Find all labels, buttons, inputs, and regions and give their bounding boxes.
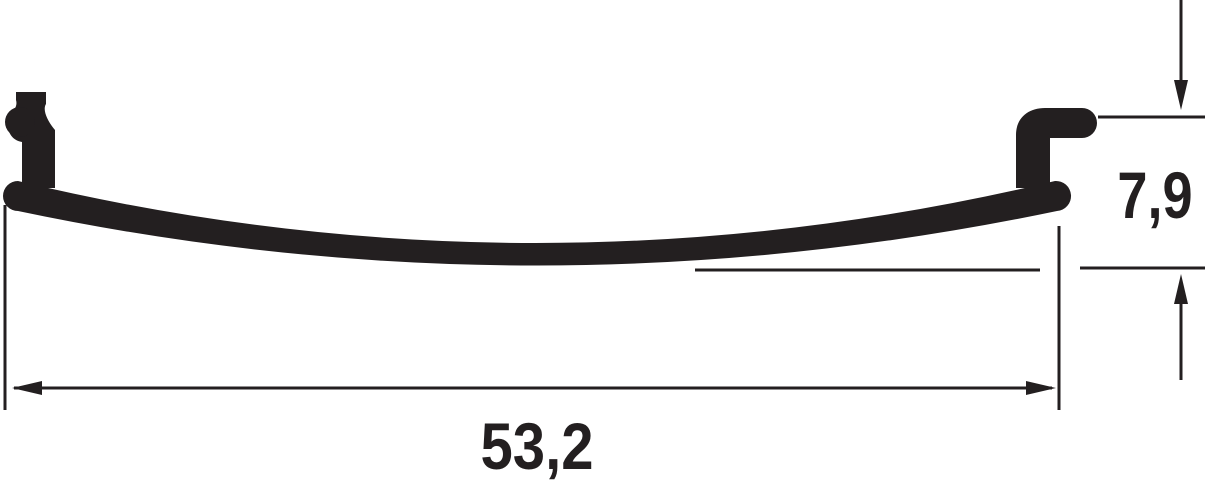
width-arrow-left — [12, 381, 42, 395]
height-arrow-top — [1174, 80, 1188, 110]
width-dimension — [3, 205, 1061, 410]
curved-base — [3, 180, 1072, 266]
profile-cross-section — [3, 92, 1097, 266]
left-clip-leg — [8, 92, 55, 188]
height-dimension — [695, 0, 1205, 380]
width-label: 53,2 — [480, 411, 593, 483]
right-hook-leg — [1016, 108, 1097, 188]
height-arrow-bottom — [1174, 274, 1188, 304]
height-label: 7,9 — [1117, 158, 1192, 232]
width-arrow-right — [1026, 381, 1056, 395]
left-clip-knob — [5, 107, 35, 137]
